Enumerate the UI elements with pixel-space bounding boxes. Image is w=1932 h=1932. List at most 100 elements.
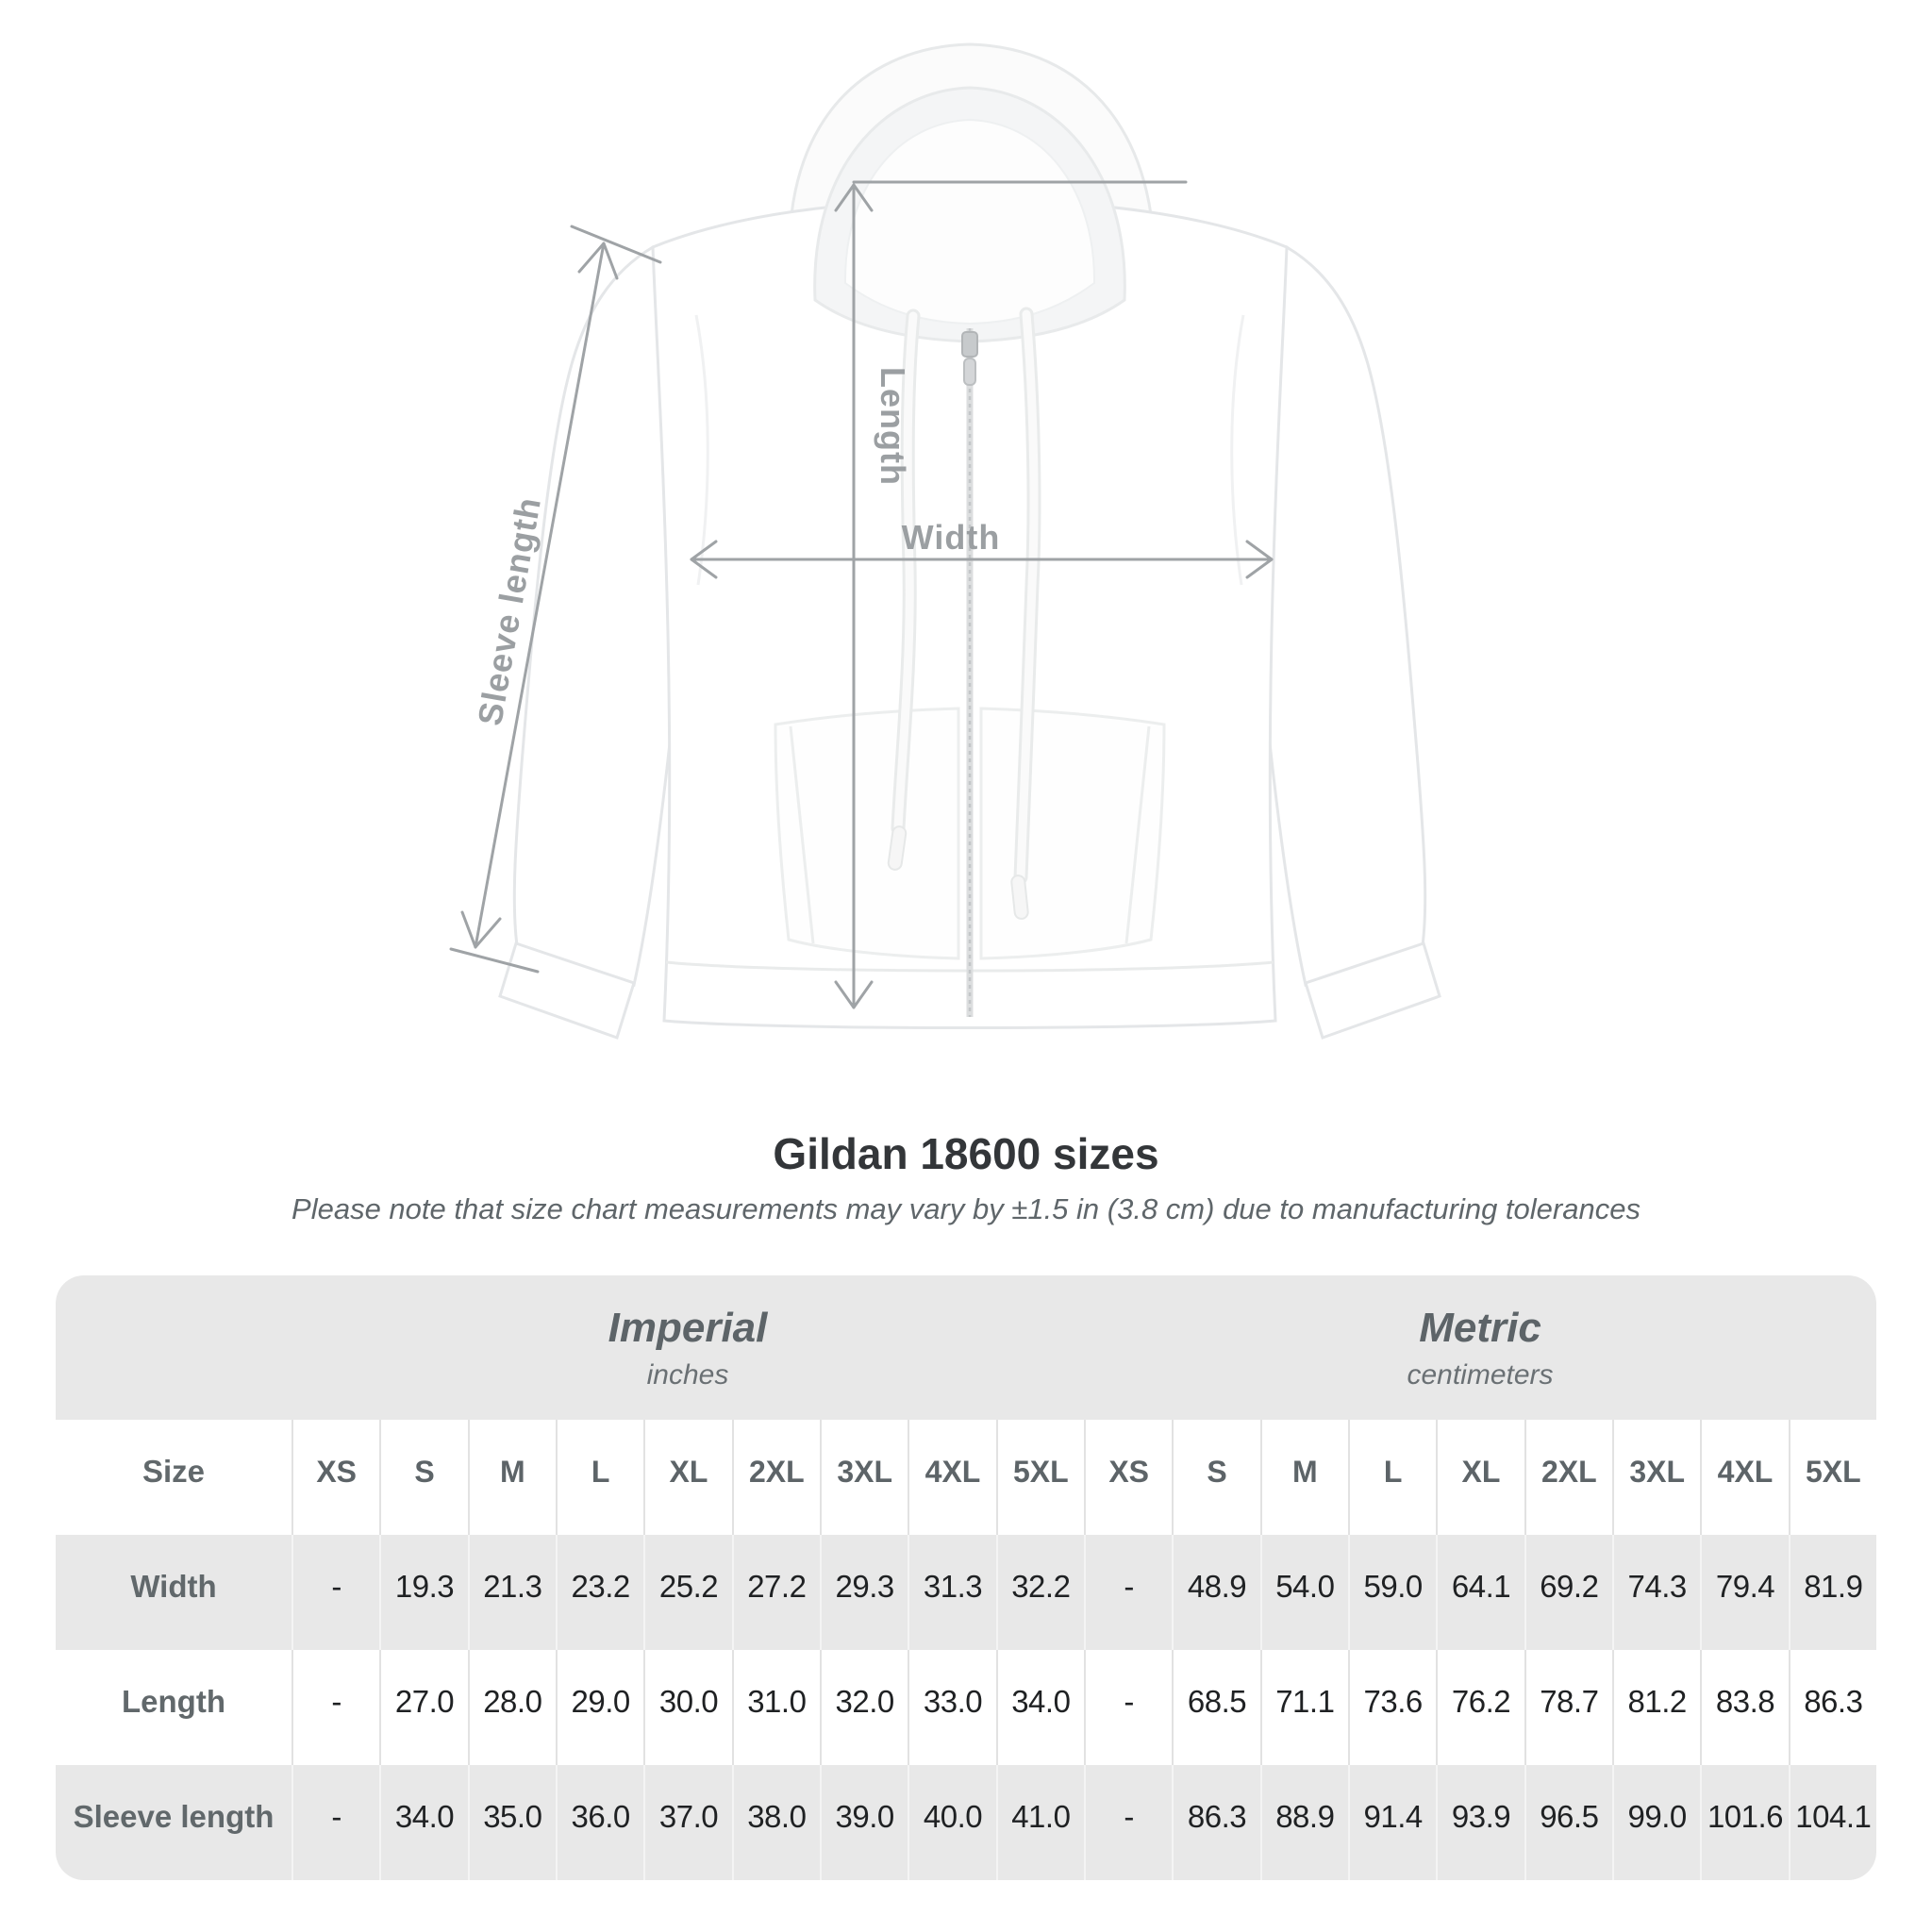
sleeve-length-row: Sleeve length - 34.0 35.0 36.0 37.0 38.0… [56,1765,1876,1880]
sleeve-imperial-value: 36.0 [556,1765,643,1880]
tolerance-note: Please note that size chart measurements… [291,1192,1641,1225]
sleeve-metric-value: 104.1 [1788,1765,1876,1880]
length-imperial-value: 31.0 [731,1650,820,1765]
page-title: Gildan 18600 sizes [773,1129,1159,1178]
width-imperial-value: 19.3 [379,1535,467,1650]
sleeve-imperial-value: 41.0 [995,1765,1084,1880]
metric-size-header: S [1172,1420,1259,1535]
width-imperial-value: 23.2 [556,1535,643,1650]
sleeve-top-tick [570,225,662,264]
imperial-size-header: XS [291,1420,379,1535]
metric-size-header: M [1259,1420,1348,1535]
width-metric-value: 81.9 [1788,1535,1876,1650]
sleeve-metric-value: 93.9 [1436,1765,1524,1880]
imperial-size-header: 3XL [820,1420,908,1535]
size-column-header: Size [142,1454,206,1489]
sleeve-metric-value: 96.5 [1524,1765,1612,1880]
width-row: Width - 19.3 21.3 23.2 25.2 27.2 29.3 31… [56,1535,1876,1650]
sleeve-bottom-tick [449,947,540,974]
metric-section-header: Metric centimeters [1084,1275,1876,1420]
imperial-section-header: Imperial inches [291,1275,1084,1420]
title-block: Gildan 18600 sizes Please note that size… [0,1128,1932,1226]
left-pocket-opening [789,725,815,944]
width-metric-value: 59.0 [1348,1535,1436,1650]
metric-size-header: XL [1436,1420,1524,1535]
length-metric-value: 78.7 [1524,1650,1612,1765]
left-drawstring-core [893,311,918,833]
sleeve-metric-value: - [1084,1765,1172,1880]
length-row: Length - 27.0 28.0 29.0 30.0 31.0 32.0 3… [56,1650,1876,1765]
width-metric-value: 69.2 [1524,1535,1612,1650]
right-pocket-opening [1124,725,1151,944]
width-imperial-value: 27.2 [731,1535,820,1650]
sleeve-metric-value: 91.4 [1348,1765,1436,1880]
size-table: Imperial inches Metric centimeters Size … [56,1275,1876,1880]
length-imperial-value: 28.0 [467,1650,556,1765]
imperial-label: Imperial [608,1304,768,1351]
length-imperial-value: 30.0 [643,1650,731,1765]
metric-label: Metric [1419,1304,1541,1351]
sleeve-length-arrow [449,225,662,974]
zipper-pull [963,358,976,386]
metric-size-header: 5XL [1788,1420,1876,1535]
hoodie-right-cuff [1304,941,1441,1040]
zipper-slider [961,331,978,358]
right-aglet [1010,874,1029,920]
imperial-size-header: S [379,1420,467,1535]
sleeve-imperial-value: 38.0 [731,1765,820,1880]
sleeve-imperial-value: 39.0 [820,1765,908,1880]
width-metric-value: 48.9 [1172,1535,1259,1650]
metric-size-header: 2XL [1524,1420,1612,1535]
metric-size-header: L [1348,1420,1436,1535]
imperial-size-header: L [556,1420,643,1535]
length-imperial-value: 32.0 [820,1650,908,1765]
metric-unit: centimeters [1407,1358,1554,1391]
width-arrow [690,540,1274,579]
length-metric-value: 86.3 [1788,1650,1876,1765]
row-label: Width [130,1569,217,1604]
length-metric-value: - [1084,1650,1172,1765]
imperial-size-header: M [467,1420,556,1535]
width-imperial-value: 29.3 [820,1535,908,1650]
sleeve-imperial-value: 34.0 [379,1765,467,1880]
sleeve-imperial-value: 37.0 [643,1765,731,1880]
right-drawstring-core [1016,309,1039,882]
row-label: Sleeve length [73,1799,275,1834]
row-label: Length [122,1684,225,1719]
size-header-row: Size XS S M L XL 2XL 3XL 4XL 5XL XS S M … [56,1420,1876,1535]
imperial-unit: inches [646,1358,729,1391]
sleeve-imperial-value: 40.0 [908,1765,995,1880]
width-imperial-value: 21.3 [467,1535,556,1650]
sleeve-imperial-value: 35.0 [467,1765,556,1880]
sleeve-imperial-value: - [291,1765,379,1880]
sleeve-metric-value: 101.6 [1700,1765,1788,1880]
length-imperial-value: 29.0 [556,1650,643,1765]
length-metric-value: 71.1 [1259,1650,1348,1765]
length-imperial-value: - [291,1650,379,1765]
left-aglet [887,825,908,871]
width-metric-value: 79.4 [1700,1535,1788,1650]
hood-lining [843,118,1096,325]
imperial-size-header: 5XL [995,1420,1084,1535]
width-label: Width [902,518,1001,557]
length-metric-value: 68.5 [1172,1650,1259,1765]
length-label: Length [874,367,912,486]
width-imperial-value: - [291,1535,379,1650]
width-metric-value: 54.0 [1259,1535,1348,1650]
sleeve-metric-value: 99.0 [1612,1765,1700,1880]
hoodie-figure: Length Width Sleeve length [449,42,1441,1040]
imperial-size-header: XL [643,1420,731,1535]
width-imperial-value: 31.3 [908,1535,995,1650]
length-metric-value: 81.2 [1612,1650,1700,1765]
right-armhole-seam [1230,314,1245,586]
unit-section-band: Imperial inches Metric centimeters [56,1275,1876,1420]
left-armhole-seam [694,314,709,586]
width-imperial-value: 25.2 [643,1535,731,1650]
length-imperial-value: 27.0 [379,1650,467,1765]
length-metric-value: 76.2 [1436,1650,1524,1765]
length-arrow [834,183,874,1009]
metric-size-header: 3XL [1612,1420,1700,1535]
width-imperial-value: 32.2 [995,1535,1084,1650]
length-metric-value: 83.8 [1700,1650,1788,1765]
